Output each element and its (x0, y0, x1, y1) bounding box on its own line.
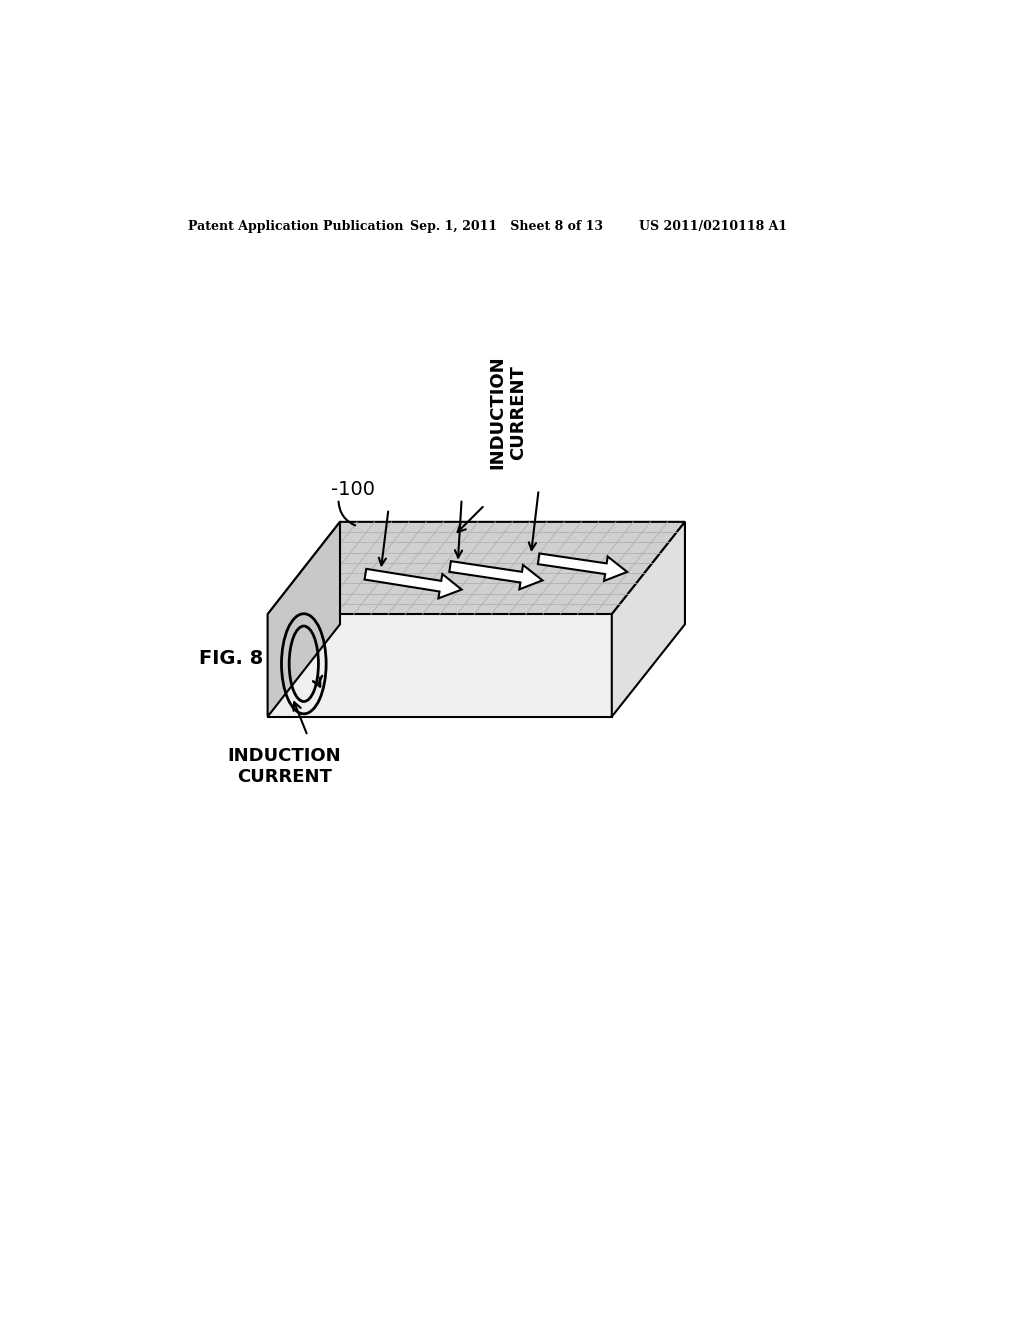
Polygon shape (365, 569, 462, 598)
Polygon shape (267, 614, 611, 717)
Text: INDUCTION
CURRENT: INDUCTION CURRENT (488, 355, 527, 470)
Polygon shape (450, 561, 543, 589)
Polygon shape (267, 521, 340, 717)
Text: Sep. 1, 2011   Sheet 8 of 13: Sep. 1, 2011 Sheet 8 of 13 (410, 219, 603, 232)
Text: FIG. 8: FIG. 8 (199, 649, 263, 668)
Text: -100: -100 (331, 480, 375, 499)
FancyArrowPatch shape (339, 502, 355, 525)
Polygon shape (538, 553, 628, 581)
Polygon shape (611, 521, 685, 717)
Polygon shape (267, 521, 685, 614)
Text: INDUCTION
CURRENT: INDUCTION CURRENT (227, 747, 341, 787)
Text: Patent Application Publication: Patent Application Publication (188, 219, 403, 232)
Text: US 2011/0210118 A1: US 2011/0210118 A1 (639, 219, 786, 232)
